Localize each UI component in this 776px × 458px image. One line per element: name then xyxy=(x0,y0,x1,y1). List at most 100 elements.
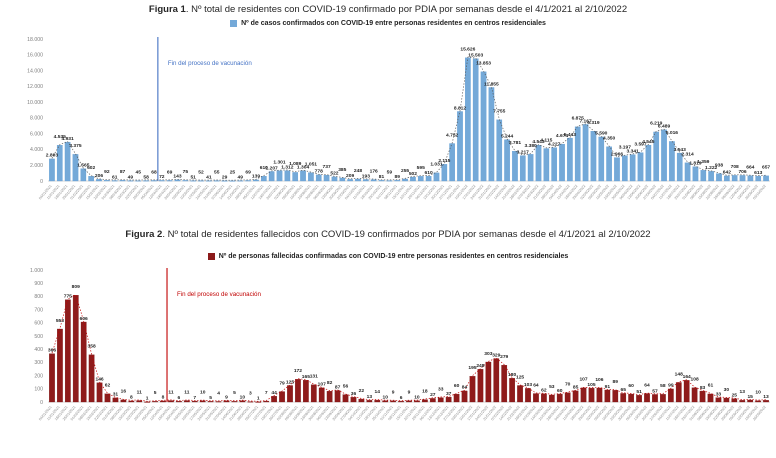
bar xyxy=(135,180,142,182)
bar xyxy=(441,164,448,182)
svg-text:165: 165 xyxy=(302,374,310,380)
bar xyxy=(215,401,222,403)
bar xyxy=(406,400,412,403)
svg-text:700: 700 xyxy=(34,307,43,313)
bar xyxy=(247,401,254,403)
bar xyxy=(199,400,206,403)
svg-text:84: 84 xyxy=(462,385,468,391)
svg-text:33: 33 xyxy=(438,386,444,392)
svg-text:6.219: 6.219 xyxy=(650,121,663,127)
figure1-legend-label: Nº de casos confirmados con COVID-19 ent… xyxy=(241,20,546,27)
bar xyxy=(174,179,181,182)
bar xyxy=(551,147,558,182)
bar xyxy=(465,57,471,182)
svg-text:64: 64 xyxy=(644,382,650,388)
svg-text:1.207: 1.207 xyxy=(266,165,279,171)
bar xyxy=(731,175,738,182)
svg-text:82: 82 xyxy=(327,380,333,386)
bar xyxy=(72,295,79,403)
svg-text:4.115: 4.115 xyxy=(540,137,552,143)
vaccination-end-annotation: Fin del proceso de vacunación xyxy=(168,60,252,67)
figure1-legend: Nº de casos confirmados con COVID-19 ent… xyxy=(0,18,776,29)
svg-text:4: 4 xyxy=(217,390,220,396)
bar xyxy=(535,145,542,182)
bar xyxy=(564,392,571,403)
bar xyxy=(326,391,333,403)
svg-text:16.000: 16.000 xyxy=(27,53,43,59)
svg-text:55: 55 xyxy=(214,169,220,175)
bar xyxy=(350,397,357,403)
svg-text:61: 61 xyxy=(112,174,118,180)
bar xyxy=(239,400,246,403)
svg-text:1.031: 1.031 xyxy=(430,162,443,168)
svg-text:193: 193 xyxy=(362,173,370,179)
bar xyxy=(590,131,597,182)
svg-text:600: 600 xyxy=(34,321,43,327)
svg-text:1.051: 1.051 xyxy=(305,162,318,168)
bar xyxy=(119,180,126,182)
svg-text:57: 57 xyxy=(652,388,658,394)
svg-text:3.597: 3.597 xyxy=(634,141,647,147)
bar xyxy=(504,139,510,182)
bar xyxy=(445,396,452,403)
svg-text:1: 1 xyxy=(257,396,260,402)
bar xyxy=(213,180,220,182)
bar xyxy=(64,299,71,403)
bar xyxy=(477,369,484,403)
svg-text:69: 69 xyxy=(245,169,251,175)
svg-text:27: 27 xyxy=(430,392,436,398)
bar xyxy=(556,393,563,403)
bar xyxy=(402,178,408,182)
svg-text:11: 11 xyxy=(137,389,142,395)
bar xyxy=(279,391,285,403)
svg-text:200: 200 xyxy=(34,373,43,379)
bar xyxy=(57,328,63,403)
bar xyxy=(429,398,436,403)
svg-text:92: 92 xyxy=(104,169,110,175)
svg-text:4.545: 4.545 xyxy=(642,139,655,145)
svg-text:15: 15 xyxy=(747,394,753,400)
svg-text:15.503: 15.503 xyxy=(468,52,483,58)
svg-text:64: 64 xyxy=(533,382,539,388)
bar xyxy=(763,175,769,182)
bar xyxy=(127,180,134,182)
svg-text:10: 10 xyxy=(414,394,420,400)
bar xyxy=(308,172,314,182)
bar xyxy=(661,129,667,182)
svg-text:303: 303 xyxy=(484,351,492,357)
bar xyxy=(596,387,603,403)
svg-text:14.000: 14.000 xyxy=(27,68,43,74)
bars xyxy=(49,295,769,403)
svg-text:49: 49 xyxy=(128,174,134,180)
bar xyxy=(724,175,730,182)
bar xyxy=(517,385,523,403)
bar xyxy=(374,400,381,403)
bar xyxy=(422,399,428,403)
svg-text:0: 0 xyxy=(40,400,43,406)
svg-text:103: 103 xyxy=(524,382,532,388)
svg-text:108: 108 xyxy=(691,377,699,383)
bar xyxy=(56,145,63,182)
bar xyxy=(260,176,267,182)
bar xyxy=(755,400,761,403)
svg-text:13: 13 xyxy=(763,394,769,400)
bar xyxy=(567,137,573,182)
svg-text:329: 329 xyxy=(492,352,500,358)
svg-text:9: 9 xyxy=(392,390,395,396)
svg-text:657: 657 xyxy=(762,165,770,171)
svg-text:62: 62 xyxy=(105,383,111,389)
bar xyxy=(683,380,690,403)
svg-text:595: 595 xyxy=(417,165,425,171)
bar xyxy=(457,111,463,182)
svg-text:11: 11 xyxy=(168,389,173,395)
svg-text:6.875: 6.875 xyxy=(572,116,585,122)
svg-text:10: 10 xyxy=(755,389,761,395)
bar xyxy=(49,353,55,403)
bar xyxy=(176,401,182,403)
bar xyxy=(433,172,440,182)
svg-text:248: 248 xyxy=(476,363,484,369)
svg-text:10.000: 10.000 xyxy=(27,100,43,106)
svg-text:131: 131 xyxy=(310,374,318,380)
bar xyxy=(559,143,565,182)
svg-text:14: 14 xyxy=(375,389,381,395)
